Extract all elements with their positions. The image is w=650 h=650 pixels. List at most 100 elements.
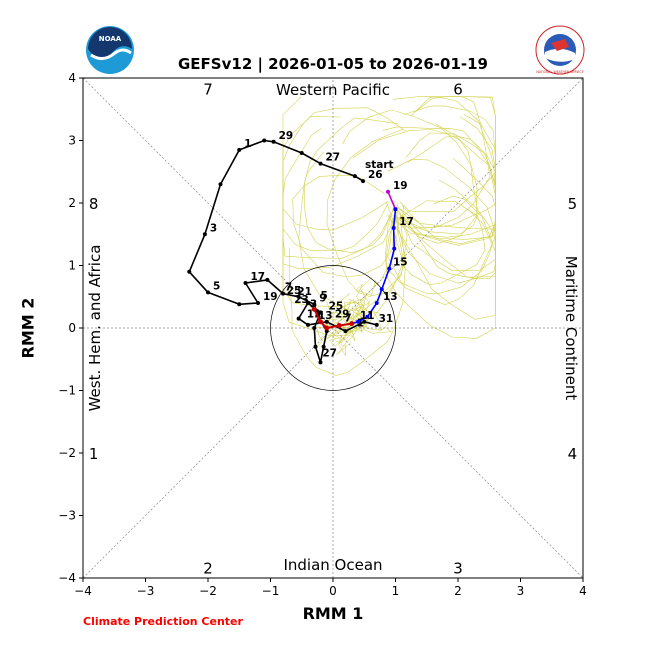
observed-track-point bbox=[352, 174, 357, 179]
forecast-mean-track-label: 13 bbox=[383, 291, 398, 303]
phase-label: 8 bbox=[89, 195, 99, 213]
start-segment-label: 19 bbox=[393, 180, 408, 192]
observed-track-line bbox=[188, 139, 377, 364]
observed-track-label: 21 bbox=[297, 286, 312, 298]
y-tick-label: −4 bbox=[58, 571, 76, 585]
start-segment-point bbox=[386, 189, 390, 194]
x-tick-label: −4 bbox=[74, 584, 92, 598]
start-label: start bbox=[365, 159, 394, 171]
x-tick-label: 0 bbox=[329, 584, 337, 598]
phase-label: 3 bbox=[453, 559, 463, 577]
observed-track-point bbox=[324, 319, 329, 324]
observed-track-label: 7 bbox=[285, 282, 292, 294]
region-label-bottom: Indian Ocean bbox=[283, 556, 382, 574]
ensemble-member-line bbox=[396, 96, 496, 230]
chart-title: GEFSv12 | 2026-01-05 to 2026-01-19 bbox=[178, 55, 488, 73]
forecast-mean-track-point bbox=[374, 301, 379, 305]
observed-track-label: 26 bbox=[368, 169, 383, 181]
y-tick-label: 4 bbox=[68, 71, 76, 85]
ensemble-member-line bbox=[402, 114, 496, 272]
y-tick-label: 1 bbox=[68, 259, 76, 273]
observed-track-label: 29 bbox=[335, 309, 350, 321]
ensemble-member-line bbox=[326, 128, 406, 297]
ensemble-core-point bbox=[324, 325, 330, 331]
observed-track-point bbox=[237, 147, 242, 152]
observed-track-label: 17 bbox=[251, 271, 266, 283]
ensemble-member-line bbox=[384, 201, 496, 339]
observed-track-label: 3 bbox=[210, 222, 217, 234]
cpc-credit: Climate Prediction Center bbox=[83, 615, 243, 628]
ensemble-member-line bbox=[342, 109, 478, 244]
forecast-mean-track-point bbox=[392, 246, 397, 251]
nws-logo: NATIONAL WEATHER SERVICE bbox=[535, 25, 585, 75]
observed-track-point bbox=[262, 138, 267, 143]
phase-label: 6 bbox=[453, 81, 463, 99]
observed-track-label: 5 bbox=[213, 280, 220, 292]
observed-track-point bbox=[296, 294, 301, 299]
observed-track-point bbox=[256, 301, 260, 305]
y-tick-label: 3 bbox=[68, 134, 76, 148]
observed-track-label: 29 bbox=[279, 130, 294, 142]
ensemble-member-line bbox=[303, 117, 399, 254]
forecast-mean-track-point bbox=[379, 287, 384, 292]
observed-track-point bbox=[299, 151, 304, 155]
ensemble-core-line bbox=[338, 323, 362, 347]
y-axis-label: RMM 2 bbox=[18, 297, 38, 359]
observed-track-point bbox=[313, 344, 318, 349]
phase-label: 4 bbox=[568, 445, 578, 463]
ensemble-core-point bbox=[336, 323, 342, 328]
ensemble-member-line bbox=[396, 200, 486, 286]
ensemble-members bbox=[282, 96, 496, 376]
region-label-right: Maritime Continent bbox=[562, 256, 580, 401]
ensemble-member-line bbox=[289, 218, 406, 376]
ensemble-member-line bbox=[397, 123, 496, 284]
observed-track-point bbox=[312, 302, 317, 307]
x-tick-label: −3 bbox=[137, 584, 155, 598]
forecast-mean-track-label: 7 bbox=[344, 312, 351, 324]
y-tick-label: 0 bbox=[68, 321, 76, 335]
forecast-mean-track-label: 17 bbox=[399, 216, 414, 228]
forecast-mean-track-point bbox=[356, 319, 360, 324]
observed-track-point bbox=[187, 269, 192, 274]
ensemble-member-line bbox=[401, 105, 496, 246]
observed-track-label: 25 bbox=[287, 285, 302, 297]
forecast-mean-track-label: 11 bbox=[360, 310, 375, 322]
observed-track-point bbox=[202, 232, 207, 237]
observed-track-label: 1 bbox=[244, 138, 251, 150]
observed-track-point bbox=[218, 182, 223, 187]
ensemble-member-line bbox=[394, 96, 496, 229]
ensemble-core-line bbox=[356, 280, 376, 312]
observed-track-label: 19 bbox=[263, 291, 278, 303]
ensemble-member-line bbox=[387, 195, 493, 294]
observed-track-label: 25 bbox=[329, 300, 344, 312]
x-axis-label: RMM 1 bbox=[302, 604, 364, 623]
ensemble-member-line bbox=[292, 174, 394, 278]
forecast-mean-track-point bbox=[393, 207, 398, 212]
forecast-mean-track-point bbox=[387, 266, 392, 271]
observed-track-label: 31 bbox=[379, 313, 394, 325]
ensemble-core-line bbox=[356, 299, 368, 328]
ensemble-core-line bbox=[326, 293, 350, 314]
region-label-top: Western Pacific bbox=[276, 81, 390, 99]
forecast-mean-track-point bbox=[391, 226, 396, 230]
nws-logo-text: NATIONAL WEATHER SERVICE bbox=[536, 70, 583, 74]
observed-track-label: 1 bbox=[357, 317, 364, 329]
forecast-mean-track-line bbox=[351, 209, 397, 325]
phase-label: 7 bbox=[203, 81, 213, 99]
observed-track-point bbox=[237, 302, 242, 307]
phase-label: 1 bbox=[89, 445, 99, 463]
ensemble-core-point bbox=[349, 321, 355, 327]
forecast-mean-track-point bbox=[365, 314, 370, 319]
phase-label: 5 bbox=[568, 195, 578, 213]
observed-track-label: 27 bbox=[326, 152, 341, 164]
ensemble-member-line bbox=[282, 116, 399, 270]
ensemble-core-line bbox=[336, 326, 367, 344]
observed-track-point bbox=[271, 139, 276, 144]
observed-track-point bbox=[306, 301, 310, 305]
observed-track-point bbox=[361, 179, 365, 184]
ensemble-core-point bbox=[311, 306, 317, 312]
forecast-mean-track-label: 15 bbox=[393, 257, 408, 269]
phase-label: 2 bbox=[203, 559, 213, 577]
